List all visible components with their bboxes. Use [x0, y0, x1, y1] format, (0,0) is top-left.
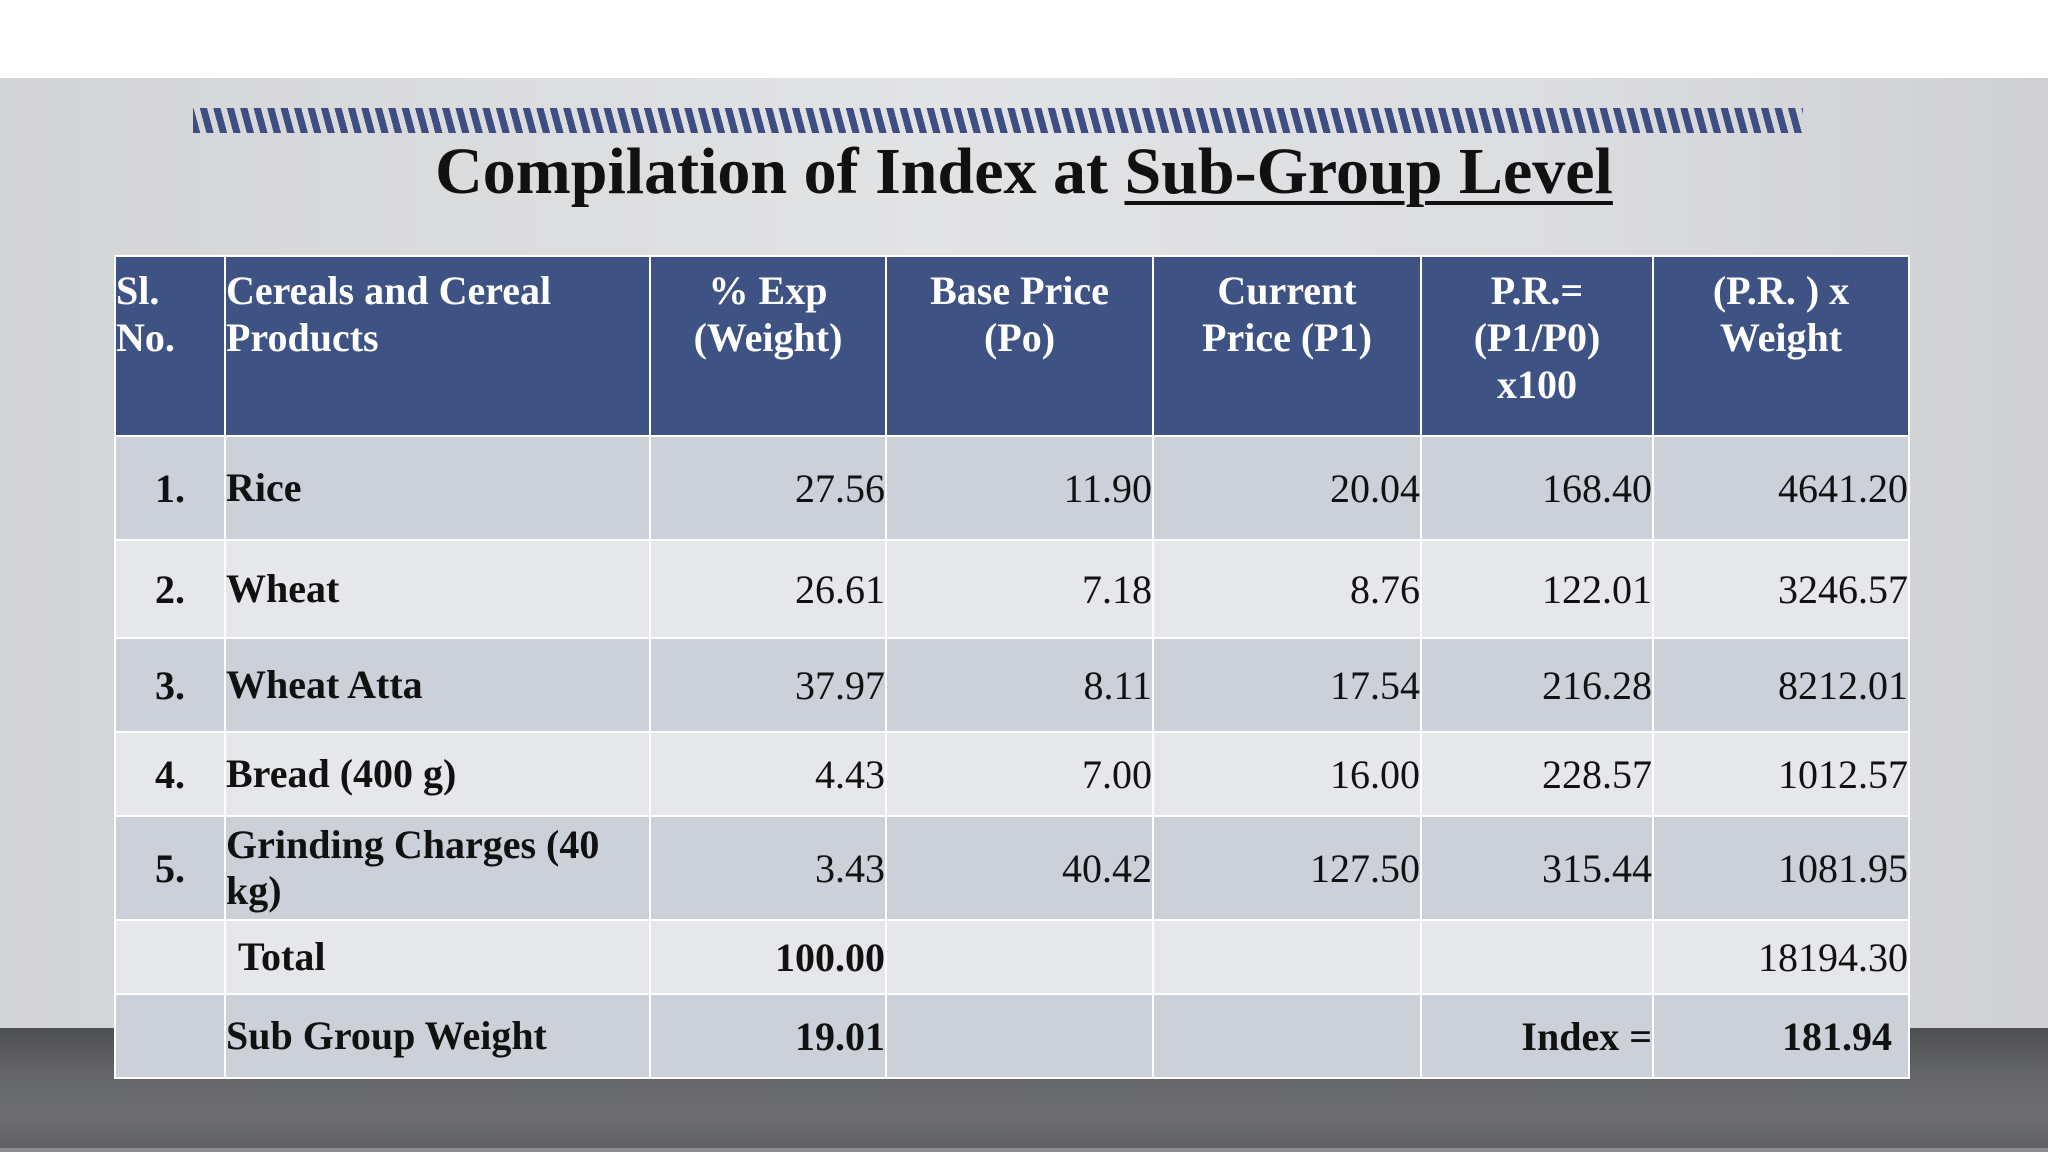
row-item: Wheat Atta [224, 637, 651, 733]
row-price-relative: 228.57 [1420, 731, 1654, 817]
index-value: 181.94 [1652, 993, 1910, 1079]
index-table: Sl. No. Cereals and Cereal Products % Exp(… [114, 255, 1910, 1079]
row-current-price: 16.00 [1152, 731, 1422, 817]
row-item: Wheat [224, 539, 651, 639]
table-row: 1. Rice 27.56 11.90 20.04 168.40 4641.20 [114, 435, 1910, 541]
total-empty-cell [885, 919, 1154, 995]
row-weight: 26.61 [649, 539, 887, 639]
subgroup-empty-cell [1152, 993, 1422, 1079]
row-price-relative: 168.40 [1420, 435, 1654, 541]
row-sl: 3. [114, 637, 226, 733]
row-base-price: 8.11 [885, 637, 1154, 733]
row-weight: 37.97 [649, 637, 887, 733]
subgroup-label: Sub Group Weight [224, 993, 651, 1079]
index-label: Index = [1420, 993, 1654, 1079]
total-row: Total 100.00 18194.30 [114, 919, 1910, 995]
subgroup-weight: 19.01 [649, 993, 887, 1079]
total-label: Total [224, 919, 651, 995]
subgroup-sl-empty [114, 993, 226, 1079]
header-pr-weight: (P.R. ) x Weight [1652, 255, 1910, 437]
slide-title: Compilation of Index at Sub-Group Level [0, 132, 2048, 212]
row-current-price: 20.04 [1152, 435, 1422, 541]
header-price-relative: P.R.= (P1/P0) x100 [1420, 255, 1654, 437]
row-price-relative: 315.44 [1420, 815, 1654, 921]
row-pr-weight: 3246.57 [1652, 539, 1910, 639]
row-weight: 27.56 [649, 435, 887, 541]
row-base-price: 11.90 [885, 435, 1154, 541]
row-weight: 3.43 [649, 815, 887, 921]
subgroup-row: Sub Group Weight 19.01 Index = 181.94 [114, 993, 1910, 1079]
row-weight: 4.43 [649, 731, 887, 817]
header-weight: % Exp (Weight) [649, 255, 887, 437]
row-pr-weight: 1012.57 [1652, 731, 1910, 817]
row-sl: 4. [114, 731, 226, 817]
row-item: Rice [224, 435, 651, 541]
floor-edge [0, 1148, 2048, 1152]
row-current-price: 127.50 [1152, 815, 1422, 921]
row-item: Bread (400 g) [224, 731, 651, 817]
row-sl: 2. [114, 539, 226, 639]
subgroup-empty-cell [885, 993, 1154, 1079]
table-row: 4. Bread (400 g) 4.43 7.00 16.00 228.57 … [114, 731, 1910, 817]
row-base-price: 7.00 [885, 731, 1154, 817]
decorative-stripe-bar [193, 108, 1803, 133]
table-header-row: Sl. No. Cereals and Cereal Products % Exp(… [114, 255, 1910, 437]
title-underlined: Sub-Group Level [1124, 135, 1613, 208]
row-sl: 1. [114, 435, 226, 541]
total-sl-empty [114, 919, 226, 995]
row-base-price: 7.18 [885, 539, 1154, 639]
header-item: Cereals and Cereal Products [224, 255, 651, 437]
row-current-price: 17.54 [1152, 637, 1422, 733]
table-row: 2. Wheat 26.61 7.18 8.76 122.01 3246.57 [114, 539, 1910, 639]
row-current-price: 8.76 [1152, 539, 1422, 639]
row-price-relative: 122.01 [1420, 539, 1654, 639]
row-pr-weight: 4641.20 [1652, 435, 1910, 541]
header-sl-no: Sl. No. [114, 255, 226, 437]
header-base-price: Base Price (Po) [885, 255, 1154, 437]
total-pr-weight: 18194.30 [1652, 919, 1910, 995]
row-pr-weight: 1081.95 [1652, 815, 1910, 921]
title-prefix: Compilation of Index at [435, 135, 1125, 208]
header-current-price: Current Price (P1) [1152, 255, 1422, 437]
total-weight: 100.00 [649, 919, 887, 995]
total-empty-cell [1420, 919, 1654, 995]
row-price-relative: 216.28 [1420, 637, 1654, 733]
table-row: 5. Grinding Charges (40 kg) 3.43 40.42 1… [114, 815, 1910, 921]
row-item: Grinding Charges (40 kg) [224, 815, 651, 921]
table-row: 3. Wheat Atta 37.97 8.11 17.54 216.28 82… [114, 637, 1910, 733]
row-sl: 5. [114, 815, 226, 921]
row-base-price: 40.42 [885, 815, 1154, 921]
row-pr-weight: 8212.01 [1652, 637, 1910, 733]
total-empty-cell [1152, 919, 1422, 995]
